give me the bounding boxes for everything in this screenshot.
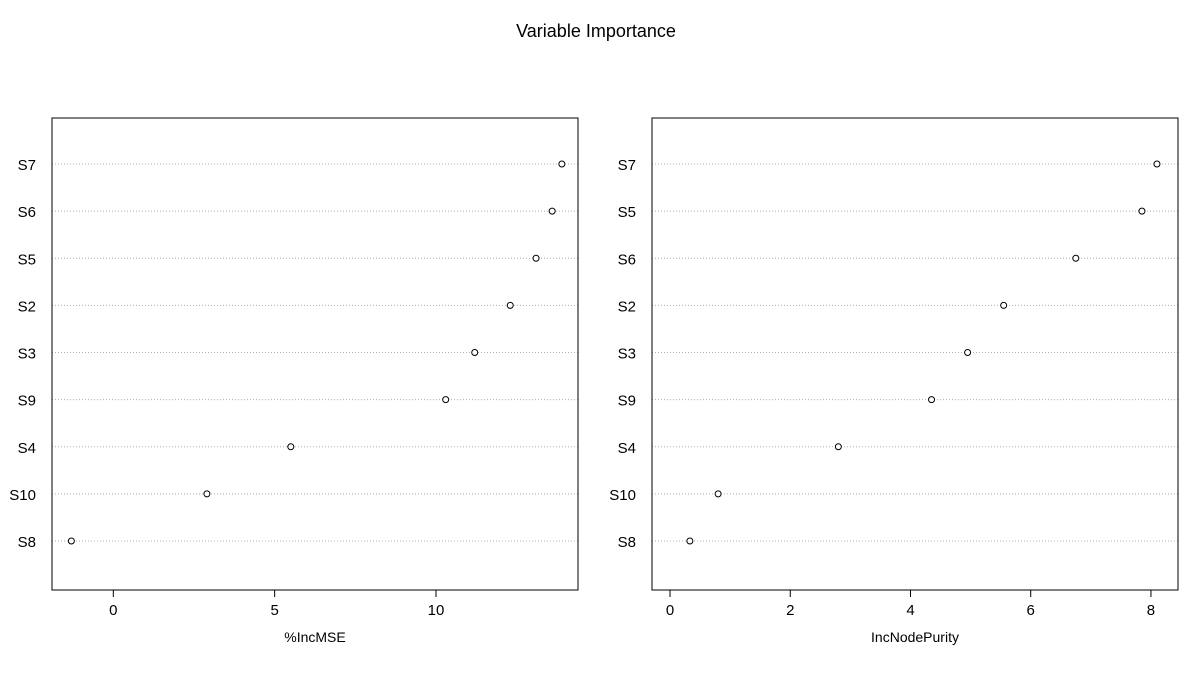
data-point [1072,254,1080,262]
category-label: S7 [18,157,36,174]
category-label: S3 [18,346,36,363]
data-point [964,349,972,356]
data-point [714,490,722,498]
data-point [203,490,211,498]
data-point [67,537,75,545]
data-point [1000,301,1008,309]
plot-frame [651,117,1179,591]
data-point [548,207,556,215]
category-label: S5 [18,251,36,268]
data-point [928,396,936,404]
x-tick-label: 10 [428,602,445,619]
x-tick-label: 2 [786,602,794,619]
panel-2: S7 S5 S6 S2 S3 S9 S4 S10 S8 0 2 4 6 8 IncNodePurity [609,117,1179,645]
panels: S7 S6 S5 S2 S3 S9 S4 S10 S8 0 5 10 %IncMSE S7 S5 S6 S2 S3… [9,117,1179,645]
x-tick-label: 0 [666,602,674,619]
x-tick-label: 4 [906,602,914,619]
x-tick-label: 0 [109,602,117,619]
category-label: S5 [618,204,636,221]
category-label: S8 [618,534,636,551]
category-label: S6 [618,251,636,268]
data-point [834,443,842,451]
data-point [471,349,479,356]
x-tick-label: 6 [1027,602,1035,619]
data-point [686,537,694,545]
category-label: S9 [18,393,36,410]
data-point [532,254,540,262]
x-tick-label: 5 [270,602,278,619]
data-point [558,160,566,168]
data-point [442,396,450,404]
category-label: S2 [18,298,36,315]
category-label: S8 [18,534,36,551]
category-label: S2 [618,298,636,315]
category-label: S7 [618,157,636,174]
category-label: S4 [618,440,636,457]
data-point [287,443,295,451]
plot-frame [51,117,579,591]
data-point [1153,160,1161,168]
figure-title: Variable Importance [516,21,676,41]
category-label: S9 [618,393,636,410]
category-label: S3 [618,346,636,363]
category-label: S10 [609,487,636,504]
x-tick-label: 8 [1147,602,1155,619]
category-label: S10 [9,487,36,504]
panel-1: S7 S6 S5 S2 S3 S9 S4 S10 S8 0 5 10 %IncMSE [9,117,579,645]
x-axis-label: IncNodePurity [871,629,959,645]
data-point [506,301,514,309]
category-label: S4 [18,440,36,457]
x-axis-label: %IncMSE [284,629,345,645]
category-label: S6 [18,204,36,221]
data-point [1138,207,1146,215]
